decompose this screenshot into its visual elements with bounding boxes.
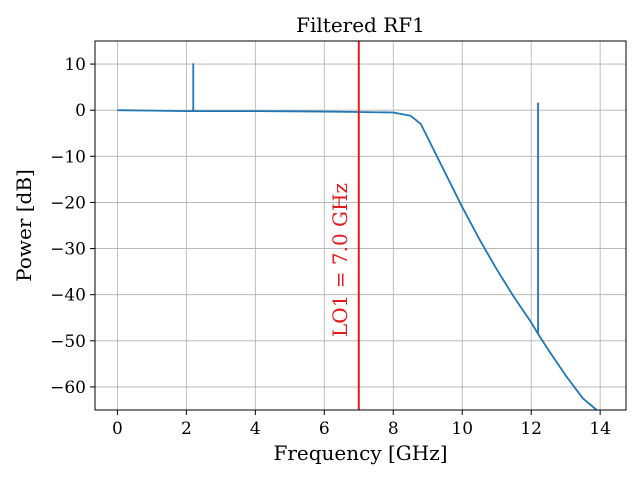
series-line bbox=[117, 63, 598, 410]
x-tick-label: 14 bbox=[589, 419, 611, 439]
x-tick-label: 12 bbox=[520, 419, 542, 439]
x-tick-label: 6 bbox=[319, 419, 330, 439]
y-tick-label: −50 bbox=[50, 332, 86, 352]
y-tick-label: −40 bbox=[50, 286, 86, 306]
y-tick-label: 0 bbox=[75, 101, 86, 121]
x-axis-label: Frequency [GHz] bbox=[273, 441, 447, 465]
y-tick-label: 10 bbox=[64, 55, 86, 75]
x-tick-label: 10 bbox=[451, 419, 473, 439]
plot-frame bbox=[94, 40, 627, 411]
x-tick-label: 8 bbox=[388, 419, 399, 439]
y-tick-label: −30 bbox=[50, 240, 86, 260]
x-axis: 0 2 4 6 8 10 12 14 bbox=[112, 410, 611, 439]
y-tick-label: −60 bbox=[50, 378, 86, 398]
x-tick-label: 4 bbox=[250, 419, 261, 439]
y-axis-label: Power [dB] bbox=[12, 169, 36, 282]
chart-title: Filtered RF1 bbox=[296, 13, 425, 37]
y-axis: 10 0 −10 −20 −30 −40 −50 −60 bbox=[50, 55, 95, 398]
plot-area bbox=[117, 41, 598, 410]
x-tick-label: 2 bbox=[181, 419, 192, 439]
y-tick-label: −10 bbox=[50, 147, 86, 167]
y-tick-label: −20 bbox=[50, 193, 86, 213]
lo1-annotation: LO1 = 7.0 GHz bbox=[328, 183, 352, 337]
x-tick-label: 0 bbox=[112, 419, 123, 439]
